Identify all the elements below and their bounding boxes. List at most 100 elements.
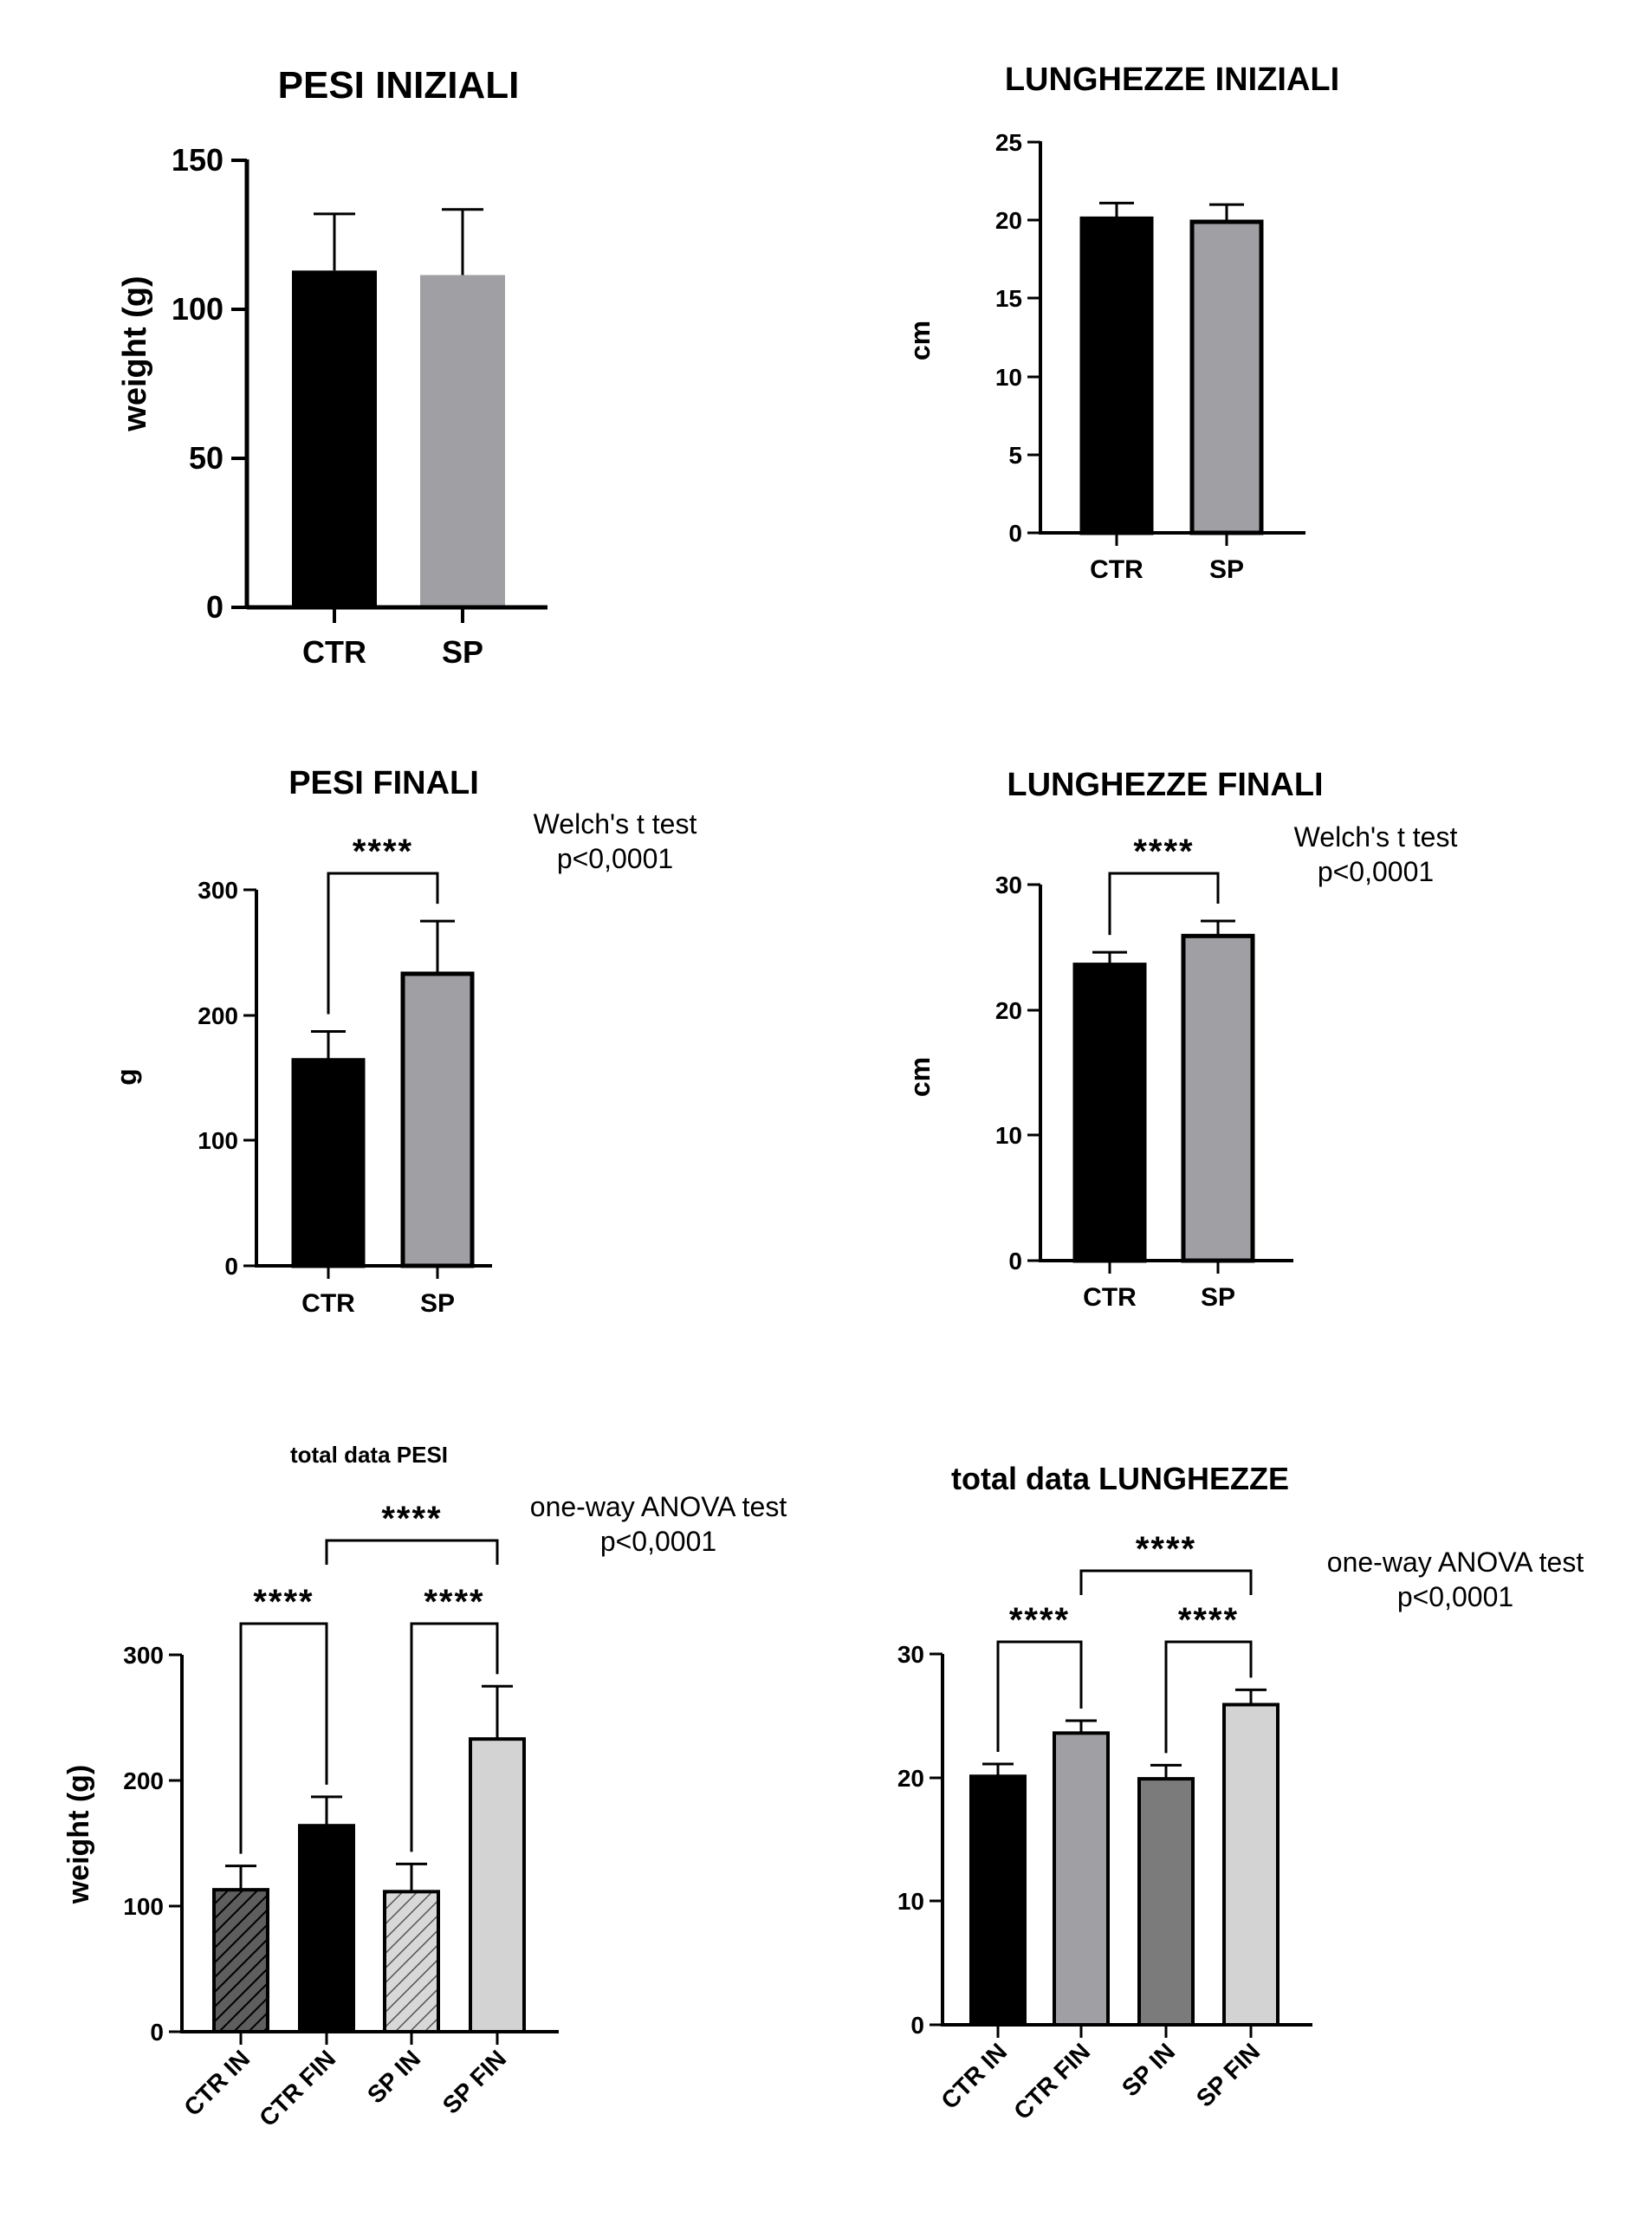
bar-sp bbox=[1189, 219, 1264, 535]
y-tick: 20 bbox=[995, 997, 1040, 1024]
y-tick: 30 bbox=[897, 1641, 943, 1668]
y-axis-label: weight (g) bbox=[117, 276, 153, 431]
y-tick-label: 300 bbox=[123, 1642, 164, 1669]
x-ticks: CTR SP bbox=[1090, 533, 1244, 584]
x-tick: SP IN bbox=[362, 2032, 425, 2109]
y-ticks: 0 50 100 150 bbox=[172, 142, 247, 625]
x-tick-label: SP IN bbox=[1117, 2038, 1180, 2101]
y-ticks: 0 100 200 300 bbox=[123, 1642, 182, 2046]
bar-ctr bbox=[291, 1058, 366, 1268]
y-tick: 20 bbox=[995, 207, 1040, 234]
x-tick-label: CTR bbox=[1090, 555, 1143, 584]
chart-total-pesi: total data PESI weight (g) one-way ANOVA… bbox=[62, 1442, 787, 2131]
x-tick-label: CTR IN bbox=[178, 2045, 255, 2121]
chart-pesi-finali: PESI FINALI g Welch's t test p<0,0001 **… bbox=[111, 765, 696, 1318]
p-value-annotation: p<0,0001 bbox=[1318, 856, 1434, 887]
y-tick-label: 0 bbox=[1008, 1248, 1022, 1274]
x-ticks: CTR SP bbox=[302, 607, 483, 670]
p-value-annotation: p<0,0001 bbox=[1397, 1581, 1513, 1612]
y-tick-label: 0 bbox=[224, 1253, 238, 1280]
chart-lunghezze-finali: LUNGHEZZE FINALI cm Welch's t test p<0,0… bbox=[904, 767, 1457, 1312]
y-tick: 100 bbox=[123, 1893, 182, 1920]
y-ticks: 0 10 20 30 bbox=[897, 1641, 943, 2039]
y-tick-label: 300 bbox=[198, 877, 238, 904]
x-tick-label: SP bbox=[442, 634, 483, 670]
significance-label: **** bbox=[1136, 1530, 1196, 1568]
x-tick: CTR bbox=[1083, 1261, 1137, 1312]
y-tick-label: 100 bbox=[123, 1893, 164, 1920]
significance-label: **** bbox=[381, 1500, 442, 1538]
bar-ctr bbox=[292, 270, 377, 607]
x-tick-label: CTR FIN bbox=[254, 2045, 340, 2131]
chart-marks: **** bbox=[291, 833, 475, 1268]
y-tick: 300 bbox=[198, 877, 256, 904]
y-tick-label: 0 bbox=[206, 589, 224, 625]
significance-label: **** bbox=[1133, 833, 1194, 871]
significance-bracket bbox=[325, 1539, 499, 1565]
y-tick: 10 bbox=[995, 1122, 1040, 1149]
chart-marks bbox=[1079, 201, 1264, 535]
significance-label: **** bbox=[353, 833, 413, 871]
x-tick-label: CTR FIN bbox=[1008, 2038, 1095, 2124]
significance-label: **** bbox=[1178, 1601, 1239, 1639]
x-tick: SP IN bbox=[1117, 2025, 1180, 2102]
significance-label: **** bbox=[253, 1583, 314, 1621]
x-tick-label: SP bbox=[1209, 555, 1244, 584]
bar-sp-in bbox=[1137, 1777, 1195, 2027]
y-ticks: 0 10 20 30 bbox=[995, 872, 1040, 1274]
y-tick-label: 30 bbox=[897, 1641, 924, 1668]
x-tick-label: SP FIN bbox=[437, 2045, 511, 2118]
chart-title: total data LUNGHEZZE bbox=[951, 1461, 1289, 1496]
y-axis-label: cm bbox=[904, 321, 936, 360]
x-ticks: CTR SP bbox=[1083, 1261, 1235, 1312]
x-tick: SP bbox=[1201, 1261, 1235, 1312]
y-tick: 0 bbox=[150, 2019, 182, 2046]
y-tick-label: 50 bbox=[189, 440, 224, 476]
y-tick: 100 bbox=[172, 291, 247, 327]
y-tick: 15 bbox=[995, 285, 1040, 312]
chart-marks bbox=[292, 208, 505, 607]
y-tick-label: 10 bbox=[995, 1122, 1022, 1149]
y-tick: 5 bbox=[1008, 442, 1040, 469]
x-tick: CTR FIN bbox=[1008, 2025, 1095, 2124]
y-tick: 100 bbox=[198, 1127, 256, 1154]
bar-ctr-fin bbox=[1053, 1731, 1110, 2027]
significance-bracket bbox=[1164, 1640, 1253, 1754]
y-tick-label: 20 bbox=[995, 997, 1022, 1024]
y-tick: 200 bbox=[198, 1002, 256, 1029]
test-annotation: one-way ANOVA test bbox=[1327, 1547, 1584, 1578]
x-tick-label: SP bbox=[1201, 1283, 1235, 1312]
chart-title: total data PESI bbox=[290, 1442, 448, 1468]
bar-sp bbox=[400, 971, 475, 1268]
y-tick: 10 bbox=[897, 1888, 943, 1915]
y-tick-label: 15 bbox=[995, 285, 1022, 312]
y-tick: 150 bbox=[172, 142, 247, 178]
y-tick-label: 200 bbox=[198, 1002, 238, 1029]
chart-title: PESI INIZIALI bbox=[278, 64, 520, 107]
x-tick: CTR FIN bbox=[254, 2032, 340, 2131]
x-tick: CTR IN bbox=[178, 2032, 255, 2121]
significance-bracket bbox=[1108, 872, 1220, 936]
x-tick: SP FIN bbox=[437, 2032, 511, 2119]
y-tick-label: 0 bbox=[910, 2012, 924, 2039]
y-tick: 0 bbox=[1008, 1248, 1040, 1274]
y-tick: 300 bbox=[123, 1642, 182, 1669]
x-tick-label: CTR IN bbox=[936, 2038, 1012, 2114]
y-axis-label: cm bbox=[904, 1057, 936, 1097]
x-tick: CTR bbox=[1090, 533, 1143, 584]
chart-marks: **** **** **** bbox=[212, 1500, 526, 2034]
y-tick: 30 bbox=[995, 872, 1040, 898]
y-tick: 0 bbox=[910, 2012, 943, 2039]
x-tick: SP FIN bbox=[1191, 2025, 1265, 2112]
x-tick-label: SP IN bbox=[362, 2045, 425, 2108]
x-ticks: CTR IN CTR FIN SP IN SP FIN bbox=[936, 2025, 1265, 2124]
x-tick-label: CTR bbox=[1083, 1283, 1137, 1312]
bar-ctr-in bbox=[969, 1774, 1027, 2027]
p-value-annotation: p<0,0001 bbox=[600, 1526, 716, 1557]
y-tick-label: 10 bbox=[897, 1888, 924, 1915]
y-tick-label: 150 bbox=[172, 142, 224, 178]
significance-bracket bbox=[327, 872, 439, 1015]
test-annotation: Welch's t test bbox=[534, 808, 697, 840]
y-tick: 20 bbox=[897, 1765, 943, 1792]
